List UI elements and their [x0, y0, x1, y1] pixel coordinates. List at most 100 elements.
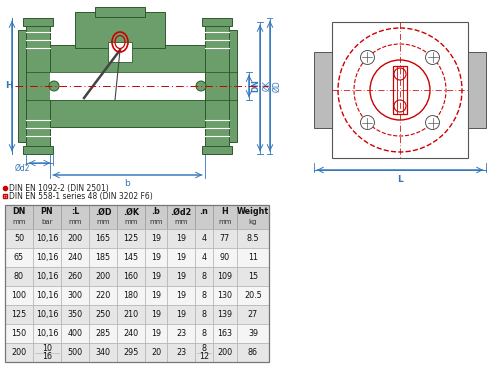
- Text: 11: 11: [248, 253, 258, 262]
- Bar: [237, 305, 269, 324]
- Text: Ød2: Ød2: [15, 164, 30, 173]
- Bar: [213, 324, 237, 343]
- Bar: [397, 66, 403, 114]
- Text: DIN EN 558-1 series 48 (DIN 3202 F6): DIN EN 558-1 series 48 (DIN 3202 F6): [9, 192, 153, 201]
- Text: 285: 285: [96, 329, 110, 338]
- Bar: [145, 267, 167, 286]
- Bar: [5, 267, 33, 286]
- Bar: [195, 343, 213, 362]
- Text: 145: 145: [124, 253, 138, 262]
- Bar: [89, 286, 117, 305]
- Bar: [33, 267, 61, 286]
- Text: 19: 19: [151, 272, 161, 281]
- Bar: [237, 229, 269, 248]
- Bar: [145, 286, 167, 305]
- Text: DIN EN 1092-2 (DIN 2501): DIN EN 1092-2 (DIN 2501): [9, 183, 109, 192]
- Text: 300: 300: [68, 291, 82, 300]
- Text: 400: 400: [68, 329, 82, 338]
- Bar: [167, 305, 195, 324]
- Text: 200: 200: [68, 234, 82, 243]
- Text: 10: 10: [42, 344, 52, 353]
- Bar: [23, 146, 53, 154]
- Text: 125: 125: [124, 234, 138, 243]
- Text: DN: DN: [251, 80, 260, 92]
- Bar: [5, 205, 269, 362]
- Bar: [145, 324, 167, 343]
- Text: 295: 295: [124, 348, 138, 357]
- Bar: [61, 229, 89, 248]
- Bar: [213, 248, 237, 267]
- Bar: [33, 248, 61, 267]
- Text: 350: 350: [68, 310, 82, 319]
- Bar: [117, 305, 145, 324]
- Text: bar: bar: [41, 219, 53, 225]
- Text: .ØK: .ØK: [123, 208, 139, 217]
- Bar: [89, 343, 117, 362]
- Text: 125: 125: [12, 310, 26, 319]
- Bar: [33, 286, 61, 305]
- Text: kg: kg: [249, 219, 257, 225]
- Bar: [237, 286, 269, 305]
- Bar: [117, 248, 145, 267]
- Bar: [145, 229, 167, 248]
- Text: .b: .b: [152, 208, 160, 217]
- Bar: [213, 305, 237, 324]
- Bar: [393, 66, 407, 114]
- Text: mm: mm: [12, 219, 26, 225]
- Text: 150: 150: [12, 329, 26, 338]
- Bar: [18, 30, 26, 142]
- Text: b: b: [124, 179, 130, 188]
- Text: 16: 16: [42, 352, 52, 361]
- Bar: [117, 267, 145, 286]
- Text: DN: DN: [12, 208, 26, 217]
- Text: .Ød2: .Ød2: [170, 208, 192, 217]
- Bar: [33, 229, 61, 248]
- Text: 19: 19: [176, 272, 186, 281]
- Text: 240: 240: [124, 329, 138, 338]
- Bar: [5, 286, 33, 305]
- Text: 19: 19: [151, 310, 161, 319]
- Bar: [61, 267, 89, 286]
- Bar: [213, 343, 237, 362]
- Text: :L: :L: [71, 208, 79, 217]
- Bar: [314, 52, 332, 128]
- Text: 240: 240: [68, 253, 82, 262]
- Text: 19: 19: [151, 234, 161, 243]
- Text: 4: 4: [202, 234, 206, 243]
- Text: H: H: [5, 81, 13, 90]
- Text: 19: 19: [151, 329, 161, 338]
- Text: 210: 210: [124, 310, 138, 319]
- Bar: [167, 229, 195, 248]
- Text: 39: 39: [248, 329, 258, 338]
- Bar: [167, 248, 195, 267]
- Bar: [89, 229, 117, 248]
- Bar: [195, 267, 213, 286]
- Text: L: L: [397, 175, 403, 184]
- Bar: [195, 305, 213, 324]
- Text: 200: 200: [218, 348, 232, 357]
- Bar: [61, 324, 89, 343]
- Text: PN: PN: [40, 208, 54, 217]
- Text: 8.5: 8.5: [246, 234, 260, 243]
- Text: 4: 4: [202, 253, 206, 262]
- Text: 10,16: 10,16: [36, 272, 58, 281]
- Bar: [167, 267, 195, 286]
- Text: H: H: [222, 208, 228, 217]
- Bar: [332, 22, 468, 158]
- Bar: [89, 305, 117, 324]
- Bar: [195, 248, 213, 267]
- Text: 185: 185: [96, 253, 110, 262]
- Text: mm: mm: [149, 219, 163, 225]
- Text: 8: 8: [202, 344, 206, 353]
- Bar: [237, 267, 269, 286]
- Text: 19: 19: [176, 291, 186, 300]
- Text: 15: 15: [248, 272, 258, 281]
- Text: 10,16: 10,16: [36, 310, 58, 319]
- Text: 20.5: 20.5: [244, 291, 262, 300]
- Text: 340: 340: [96, 348, 110, 357]
- Text: 19: 19: [176, 234, 186, 243]
- Bar: [202, 18, 232, 26]
- Text: mm: mm: [218, 219, 232, 225]
- Text: 220: 220: [96, 291, 110, 300]
- Text: 19: 19: [176, 253, 186, 262]
